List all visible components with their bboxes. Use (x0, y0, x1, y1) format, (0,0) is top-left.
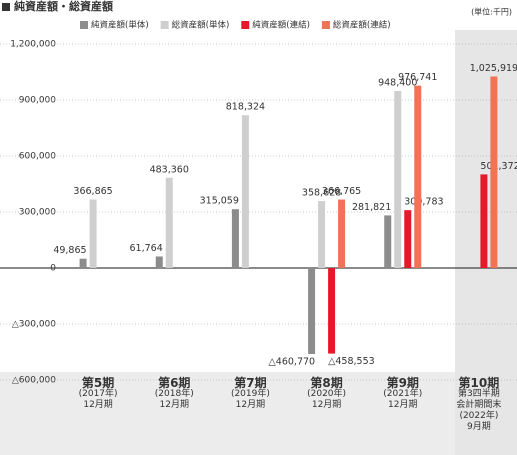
x-tick-label: 第9期 (2021年) 12月期 (383, 376, 423, 411)
bar (155, 256, 163, 268)
value-label: 501,372 (480, 161, 517, 172)
bar (490, 76, 498, 268)
bar (480, 174, 488, 268)
legend-label: 純資産額(単体) (91, 20, 149, 31)
y-tick-label: 300,000 (19, 208, 56, 218)
y-tick-label: △300,000 (12, 320, 56, 330)
bar (165, 177, 173, 268)
value-label: 483,360 (150, 164, 189, 175)
y-tick-label: 600,000 (19, 152, 56, 162)
legend-label: 総資産額(単体) (172, 20, 230, 31)
legend-label: 総資産額(連結) (333, 20, 391, 31)
x-tick-label: 第8期 (2020年) 12月期 (307, 376, 347, 411)
bar (404, 210, 412, 268)
x-tick-label: 第7期 (2019年) 12月期 (230, 376, 270, 411)
legend-swatch (80, 21, 88, 29)
legend-swatch (241, 21, 250, 29)
bar (384, 215, 392, 268)
bar (414, 85, 422, 268)
value-label: 309,783 (404, 197, 443, 208)
value-label: 948,400 (378, 77, 417, 88)
value-label: 358,628 (302, 188, 341, 199)
x-tick-label: 第10期 第3四半期 会計期間末 (2022年) 9月期 (456, 376, 502, 433)
value-label: 49,865 (53, 245, 86, 256)
value-label: 315,059 (200, 196, 239, 207)
x-tick-label: 第6期 (2018年) 12月期 (154, 376, 194, 411)
value-label: 61,764 (130, 243, 163, 254)
bar (308, 268, 316, 355)
legend-swatch (321, 21, 330, 29)
value-label: 818,324 (226, 102, 265, 113)
bar (231, 209, 239, 268)
value-label: △458,553 (328, 356, 375, 367)
x-tick-label: 第5期 (2017年) 12月期 (78, 376, 118, 411)
value-label: 366,765 (322, 186, 361, 197)
value-label: 976,741 (398, 72, 437, 83)
bar (79, 258, 87, 268)
y-tick-label: 1,200,000 (10, 40, 56, 50)
bar (89, 199, 97, 268)
y-tick-label: △600,000 (12, 376, 56, 386)
title-marker (2, 3, 10, 11)
value-label: 281,821 (352, 202, 391, 213)
value-label: △460,770 (268, 357, 315, 368)
y-tick-label: 900,000 (19, 96, 56, 106)
bar (328, 268, 336, 354)
legend-swatch (160, 21, 169, 29)
value-label: 1,025,919 (470, 63, 517, 74)
bar (318, 201, 326, 268)
label-band (0, 372, 517, 455)
bar (338, 199, 346, 268)
chart-title: 純資産額・総資産額 (14, 0, 113, 13)
legend-label: 純資産額(連結) (252, 20, 310, 31)
bar (241, 115, 249, 268)
unit-label: (単位:千円) (471, 7, 512, 17)
value-label: 366,865 (73, 186, 112, 197)
bar (394, 90, 402, 268)
